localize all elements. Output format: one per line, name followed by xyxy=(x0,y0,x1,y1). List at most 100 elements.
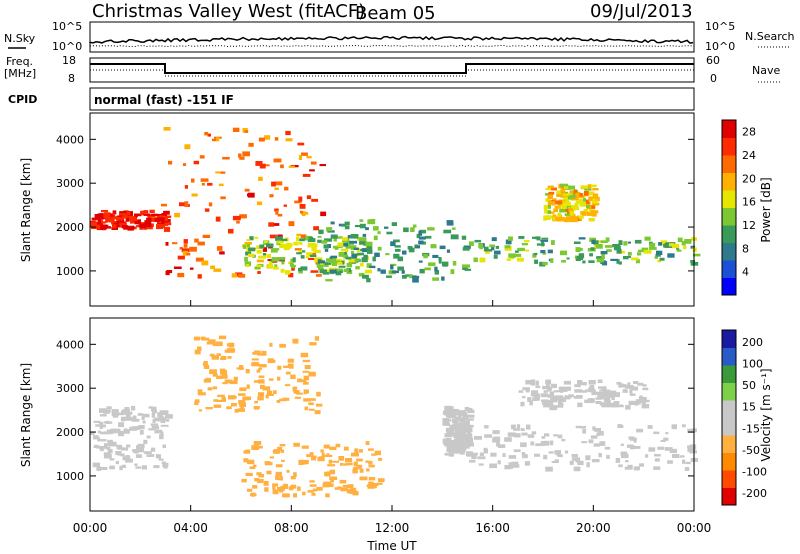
heatmap-cell-1 xyxy=(177,255,185,260)
heatmap-cell-1 xyxy=(177,272,185,278)
heatmap-cell-5 xyxy=(531,379,536,384)
heatmap-cell-1 xyxy=(290,374,296,379)
heatmap-cell-1 xyxy=(179,202,185,207)
heatmap-cell-3 xyxy=(432,254,439,258)
heatmap-cell-2 xyxy=(269,261,273,264)
heatmap-cell-2 xyxy=(319,456,325,459)
heatmap-cell-5 xyxy=(557,399,561,402)
heatmap-cell-1 xyxy=(242,396,250,401)
heatmap-cell-1 xyxy=(248,192,255,198)
heatmap-cell-2 xyxy=(291,265,296,268)
heatmap-cell-4 xyxy=(478,463,484,466)
heatmap-cell-3 xyxy=(451,444,460,449)
heatmap-cell-4 xyxy=(492,438,500,443)
heatmap-cell-2 xyxy=(327,464,336,467)
heatmap-cell-0 xyxy=(127,215,136,220)
heatmap-cell-2 xyxy=(334,260,341,263)
heatmap-cell-1 xyxy=(253,380,261,383)
heatmap-cell-1 xyxy=(218,335,227,340)
heatmap-cell-3 xyxy=(362,274,369,279)
heatmap-cell-4 xyxy=(521,243,528,246)
heatmap-cell-2 xyxy=(277,477,281,481)
heatmap-cell-0 xyxy=(118,430,125,434)
heatmap-cell-4 xyxy=(596,432,601,436)
heatmap-cell-1 xyxy=(210,265,215,269)
heatmap-cell-2 xyxy=(348,258,357,263)
heatmap-cell-2 xyxy=(243,450,251,454)
heatmap-cell-5 xyxy=(563,380,571,385)
heatmap-cell-5 xyxy=(586,204,590,209)
heatmap-cell-4 xyxy=(627,241,631,244)
heatmap-cell-4 xyxy=(649,242,656,248)
heatmap-cell-2 xyxy=(356,248,361,252)
heatmap-cell-0 xyxy=(141,210,148,213)
heatmap-cell-3 xyxy=(397,266,404,271)
heatmap-cell-4 xyxy=(542,252,547,255)
heatmap-cell-4 xyxy=(532,253,537,258)
heatmap-cell-3 xyxy=(464,438,470,444)
heatmap-cell-1 xyxy=(308,408,315,411)
heatmap-cell-0 xyxy=(100,225,108,230)
heatmap-cell-0 xyxy=(131,418,140,422)
heatmap-cell-5 xyxy=(562,197,569,200)
heatmap-cell-4 xyxy=(669,448,677,454)
heatmap-cell-2 xyxy=(337,261,343,265)
heatmap-cell-2 xyxy=(264,487,269,492)
heatmap-cell-2 xyxy=(297,486,301,491)
heatmap-cell-0 xyxy=(99,424,103,429)
freq-right-tick-bottom: 0 xyxy=(710,72,717,85)
heatmap-cell-5 xyxy=(629,393,636,396)
heatmap-cell-2 xyxy=(353,466,360,470)
heatmap-cell-1 xyxy=(195,257,204,262)
heatmap-cell-4 xyxy=(687,428,695,433)
heatmap-cell-0 xyxy=(159,412,166,416)
heatmap-cell-3 xyxy=(350,234,359,239)
heatmap-cell-4 xyxy=(586,462,590,468)
heatmap-cell-3 xyxy=(465,451,473,456)
heatmap-cell-3 xyxy=(459,433,467,437)
heatmap-cell-3 xyxy=(366,246,373,251)
heatmap-cell-3 xyxy=(327,244,331,248)
noise-search-label: N.Search xyxy=(745,30,795,43)
heatmap-cell-3 xyxy=(462,264,470,268)
heatmap-cell-4 xyxy=(504,465,512,470)
heatmap-cell-2 xyxy=(354,448,359,454)
heatmap-cell-2 xyxy=(252,485,258,489)
heatmap-cell-5 xyxy=(599,389,605,392)
noise-right-tick-top: 10^5 xyxy=(705,20,735,33)
heatmap-cell-3 xyxy=(319,269,327,274)
heatmap-cell-0 xyxy=(121,225,128,229)
heatmap-cell-1 xyxy=(213,399,219,402)
heatmap-cell-0 xyxy=(103,453,112,459)
heatmap-cell-3 xyxy=(467,424,474,428)
heatmap-cell-1 xyxy=(253,406,260,409)
heatmap-cell-1 xyxy=(216,375,223,379)
heatmap-cell-3 xyxy=(361,248,370,253)
heatmap-cell-3 xyxy=(404,274,413,277)
noise-left-tick-bottom: 10^0 xyxy=(52,40,82,53)
heatmap-cell-1 xyxy=(207,133,211,137)
colorbar-tick-label: -50 xyxy=(742,444,760,457)
heatmap-cell-0 xyxy=(154,417,163,422)
heatmap-cell-4 xyxy=(600,251,608,255)
heatmap-cell-0 xyxy=(153,465,160,469)
heatmap-cell-3 xyxy=(457,410,462,414)
heatmap-cell-1 xyxy=(299,204,306,209)
heatmap-cell-4 xyxy=(524,461,528,466)
heatmap-cell-5 xyxy=(584,191,589,196)
heatmap-cell-1 xyxy=(220,171,226,174)
heatmap-cell-2 xyxy=(371,453,377,456)
heatmap-cell-3 xyxy=(466,414,475,418)
heatmap-cell-3 xyxy=(465,435,472,439)
heatmap-cell-3 xyxy=(459,417,466,423)
heatmap-cell-2 xyxy=(288,486,294,491)
heatmap-cell-4 xyxy=(597,431,604,436)
heatmap-cell-1 xyxy=(302,359,310,363)
heatmap-cell-1 xyxy=(269,342,273,347)
heatmap-cell-0 xyxy=(143,213,150,216)
heatmap-cell-0 xyxy=(139,223,146,229)
heatmap-cell-5 xyxy=(608,390,617,394)
heatmap-cell-0 xyxy=(163,465,168,469)
heatmap-cell-1 xyxy=(285,371,291,375)
heatmap-cell-4 xyxy=(554,459,559,463)
